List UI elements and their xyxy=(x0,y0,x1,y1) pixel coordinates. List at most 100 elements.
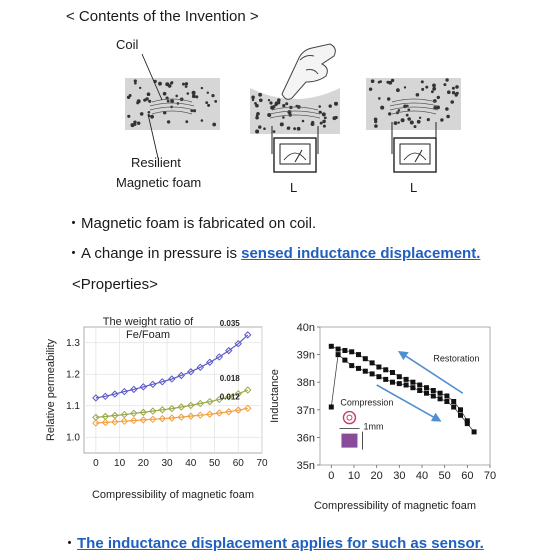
data-point-0.035 xyxy=(120,387,129,396)
y-axis-label: Inductance xyxy=(269,369,281,423)
sensor-link[interactable]: The inductance displacement applies for … xyxy=(77,535,484,552)
data-point-0.012 xyxy=(120,417,129,425)
foam-particle xyxy=(147,111,151,114)
foam-particle xyxy=(184,85,188,88)
foam-particle xyxy=(319,121,323,125)
data-point-compression xyxy=(383,376,389,382)
data-point-compression xyxy=(437,396,443,402)
data-point-restoration xyxy=(396,374,402,380)
foam-particle xyxy=(184,82,189,86)
foam-particle xyxy=(432,86,437,91)
foam-particle xyxy=(368,87,373,91)
y-tick-label: 1.0 xyxy=(66,432,80,443)
inductance-displacement-link[interactable]: sensed inductance displacement. xyxy=(241,245,481,262)
data-point-restoration xyxy=(390,370,395,375)
foam-particle xyxy=(425,85,429,89)
data-point-0.012 xyxy=(158,414,167,423)
x-tick-label: 0 xyxy=(93,458,99,469)
data-point-compression xyxy=(349,363,355,369)
foam-particle xyxy=(133,79,137,83)
foam-particle xyxy=(200,119,204,122)
foam-particle xyxy=(418,116,422,120)
x-axis-label: Compressibility of magnetic foam xyxy=(92,489,254,501)
x-tick-label: 50 xyxy=(439,470,451,482)
foam-particle xyxy=(379,80,382,83)
y-tick-label: 39n xyxy=(297,350,315,362)
foam-particle xyxy=(293,127,296,131)
foam-particle xyxy=(139,112,144,116)
foam-particle xyxy=(403,86,407,89)
data-point-0.018 xyxy=(234,390,242,398)
data-point-restoration xyxy=(362,356,368,362)
foam-particle xyxy=(421,87,425,91)
foam-particle xyxy=(182,82,185,86)
foam-particle xyxy=(334,101,338,106)
foam-particle xyxy=(166,99,170,103)
foam-particle xyxy=(397,121,400,124)
foam-particle xyxy=(282,104,286,108)
data-point-restoration xyxy=(376,364,382,370)
foam-particle xyxy=(451,91,456,95)
foam-particle xyxy=(251,98,255,102)
data-point-restoration xyxy=(328,343,334,349)
foam-particle xyxy=(328,104,332,108)
data-point-0.012 xyxy=(177,413,186,421)
x-tick-label: 10 xyxy=(348,470,360,482)
coil-lines-2 xyxy=(269,106,321,119)
foam-particle xyxy=(137,121,141,125)
section-title: < Contents of the Invention > xyxy=(66,8,259,25)
x-tick-label: 10 xyxy=(114,458,126,469)
foam-label-line1: Resilient xyxy=(131,155,181,170)
data-point-0.018 xyxy=(168,404,176,413)
foam-particle xyxy=(445,107,449,111)
data-point-restoration xyxy=(444,393,450,399)
foam-particle xyxy=(378,97,381,100)
series-label-0.012: 0.012 xyxy=(220,392,241,401)
data-point-restoration xyxy=(424,385,429,391)
data-point-0.012 xyxy=(234,406,242,414)
data-point-restoration xyxy=(335,346,341,352)
foam-particle xyxy=(175,94,178,98)
meter-icon-2 xyxy=(393,137,437,173)
data-point-0.018 xyxy=(177,403,186,411)
foam-particle xyxy=(130,123,135,128)
x-tick-label: 60 xyxy=(233,458,245,469)
foam-particle xyxy=(301,119,305,123)
foam-particle xyxy=(323,116,327,120)
chart-title-line2: Fe/Foam xyxy=(126,329,170,341)
data-point-0.012 xyxy=(139,416,148,424)
coil-pointer xyxy=(141,53,163,101)
foam-particle xyxy=(322,119,326,124)
chart-title-line1: The weight ratio of xyxy=(103,316,194,328)
foam-particle xyxy=(206,91,209,94)
data-point-restoration xyxy=(356,352,361,358)
x-tick-label: 70 xyxy=(256,458,268,469)
invention-diagram xyxy=(125,43,461,173)
restoration-label: Restoration xyxy=(433,354,479,364)
data-point-compression xyxy=(410,385,416,391)
data-point-compression xyxy=(458,412,463,418)
foam-particle xyxy=(447,90,451,94)
data-point-compression xyxy=(471,429,477,435)
foam-particle xyxy=(374,124,378,128)
y-tick-label: 1.3 xyxy=(66,338,80,349)
data-point-0.012 xyxy=(225,408,233,416)
data-point-restoration xyxy=(369,360,375,366)
data-point-0.018 xyxy=(244,386,252,394)
foam-particle xyxy=(432,83,436,88)
data-point-0.012 xyxy=(206,410,214,418)
foam-particle xyxy=(436,105,440,110)
data-point-compression xyxy=(342,357,348,363)
foam-particle xyxy=(133,120,137,124)
bullet-dot: ・ xyxy=(62,535,78,552)
data-point-0.035 xyxy=(168,375,176,383)
foam-particle xyxy=(455,85,459,89)
foam-particle xyxy=(445,78,449,82)
foam-particle xyxy=(334,115,338,120)
foam-particle xyxy=(158,81,162,86)
foam-particle xyxy=(186,92,190,95)
foam-particle xyxy=(380,105,385,110)
data-point-compression xyxy=(430,393,436,399)
foam-block-icon xyxy=(341,433,358,448)
